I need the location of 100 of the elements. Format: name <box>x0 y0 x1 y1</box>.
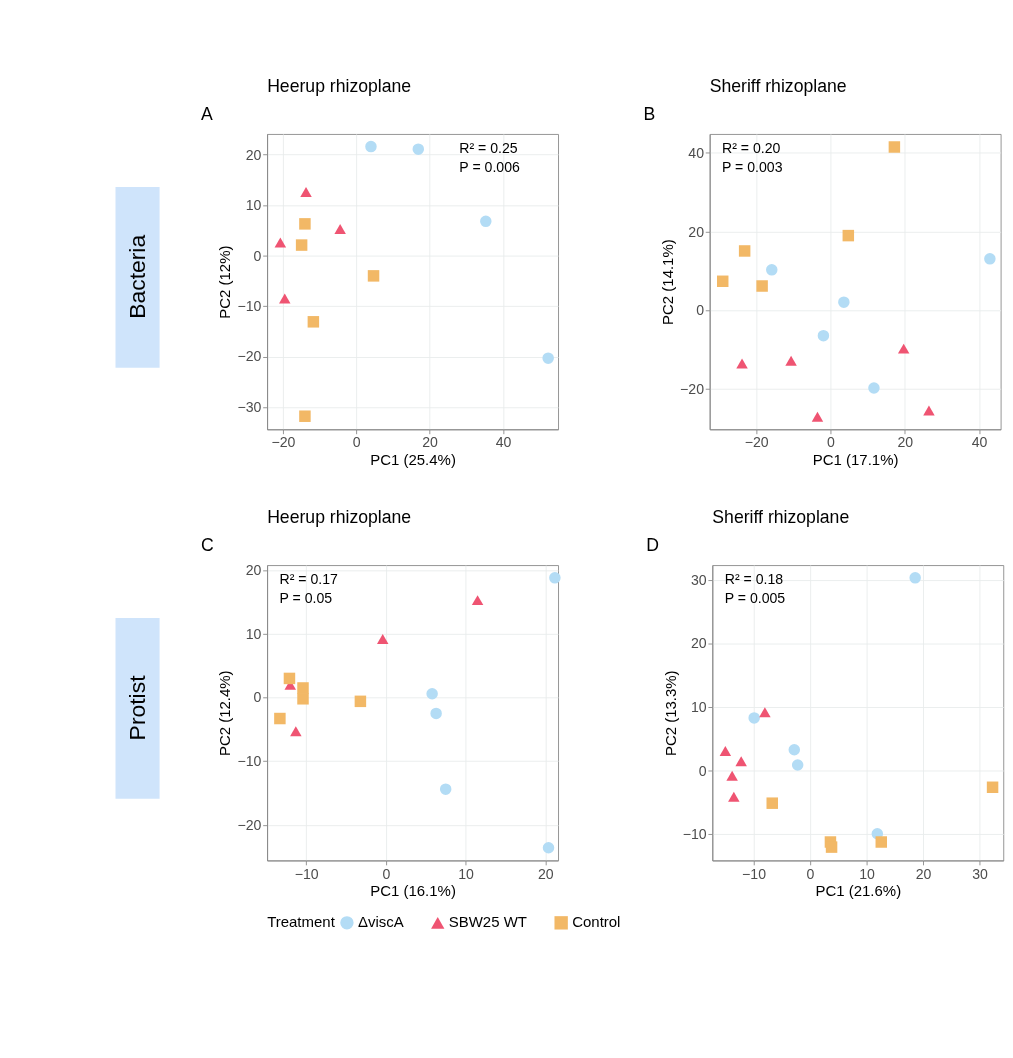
x-axis-title: PC1 (17.1%) <box>812 451 899 469</box>
point <box>868 382 880 394</box>
chart-title: Sheriff rhizoplane <box>712 506 850 527</box>
legend-title: Treatment <box>267 912 336 930</box>
x-tick-label: −10 <box>742 865 767 882</box>
point <box>334 223 346 234</box>
point <box>307 316 320 328</box>
text: C <box>201 535 215 556</box>
x-tick-label: 20 <box>897 434 914 451</box>
point <box>726 770 738 781</box>
point <box>299 410 311 422</box>
annotation: R² = 0.25 <box>459 139 518 156</box>
point <box>365 140 377 153</box>
y-axis-title: PC2 (14.1%) <box>659 239 677 325</box>
x-tick-label: 0 <box>827 434 835 451</box>
point <box>785 355 797 366</box>
point <box>480 215 492 228</box>
point <box>279 293 291 304</box>
point <box>897 343 910 354</box>
y-tick-label: 20 <box>688 223 705 240</box>
y-tick-label: 10 <box>245 197 262 214</box>
x-tick-label: 0 <box>806 865 815 882</box>
x-tick-label: 40 <box>971 434 988 451</box>
y-tick-label: −30 <box>237 398 262 415</box>
x-tick-label: 40 <box>495 434 512 451</box>
x-tick-label: −10 <box>294 865 319 882</box>
chart-title: Sheriff rhizoplane <box>709 75 847 96</box>
point <box>716 275 729 288</box>
point <box>297 682 309 694</box>
y-tick-label: −20 <box>237 348 262 365</box>
y-tick-label: −10 <box>237 753 262 770</box>
y-tick-label: −20 <box>680 381 705 398</box>
point <box>728 791 740 802</box>
point <box>300 187 312 198</box>
x-tick-label: 10 <box>458 865 475 882</box>
point <box>274 237 287 248</box>
point <box>430 707 442 720</box>
y-tick-label: 0 <box>696 302 705 319</box>
annotation: R² = 0.20 <box>722 139 781 156</box>
point <box>290 726 302 737</box>
point <box>542 352 554 364</box>
point <box>986 781 999 794</box>
x-tick-label: 20 <box>537 865 554 882</box>
text: A <box>201 103 214 124</box>
y-tick-label: 20 <box>690 635 707 652</box>
point <box>295 239 308 251</box>
point <box>354 695 367 708</box>
x-axis-title: PC1 (16.1%) <box>370 882 456 900</box>
x-tick-label: 10 <box>859 865 876 882</box>
point <box>283 672 296 685</box>
y-tick-label: −10 <box>237 298 262 315</box>
y-tick-label: 20 <box>245 562 262 579</box>
legend-label: SBW25 WT <box>448 913 527 931</box>
x-tick-label: 20 <box>915 865 932 882</box>
point <box>759 707 771 718</box>
y-tick-label: 0 <box>253 247 262 264</box>
y-tick-label: 0 <box>253 689 262 706</box>
point <box>875 836 888 848</box>
y-tick-label: 30 <box>690 571 707 588</box>
point <box>756 280 768 292</box>
x-axis-title: PC1 (21.6%) <box>815 882 902 900</box>
text: Bacteria <box>123 234 150 319</box>
point <box>738 245 751 257</box>
point <box>817 329 830 342</box>
x-tick-label: 0 <box>382 865 391 882</box>
point <box>376 633 389 644</box>
point <box>549 572 561 584</box>
point <box>811 411 824 422</box>
annotation: P = 0.005 <box>724 590 786 607</box>
annotation: P = 0.006 <box>459 158 520 175</box>
annotation: P = 0.003 <box>722 158 783 175</box>
point <box>791 759 804 771</box>
point <box>412 143 425 155</box>
x-tick-label: 30 <box>972 865 989 882</box>
point <box>367 270 380 282</box>
y-tick-label: 10 <box>245 625 262 642</box>
y-tick-label: −10 <box>682 826 707 843</box>
text: B <box>643 103 656 124</box>
annotation: P = 0.05 <box>279 590 333 607</box>
text: Protist <box>123 674 150 741</box>
y-tick-label: 20 <box>245 146 262 163</box>
legend-label: ΔviscA <box>357 913 404 931</box>
point <box>788 743 801 756</box>
y-tick-label: 40 <box>688 144 705 161</box>
x-axis-title: PC1 (25.4%) <box>370 451 456 469</box>
y-tick-label: −20 <box>237 816 262 833</box>
point <box>838 296 850 308</box>
x-tick-label: −20 <box>271 434 296 451</box>
point <box>984 253 996 265</box>
chart-title: Heerup rhizoplane <box>267 75 412 96</box>
point <box>439 783 452 795</box>
point <box>297 693 309 705</box>
point <box>766 797 778 809</box>
y-axis-title: PC2 (12%) <box>216 245 234 319</box>
text: D <box>646 535 659 556</box>
x-tick-label: 20 <box>422 434 439 451</box>
point <box>736 358 748 369</box>
x-tick-label: 0 <box>352 434 361 451</box>
point <box>748 712 760 724</box>
y-axis-title: PC2 (12.4%) <box>216 670 234 757</box>
